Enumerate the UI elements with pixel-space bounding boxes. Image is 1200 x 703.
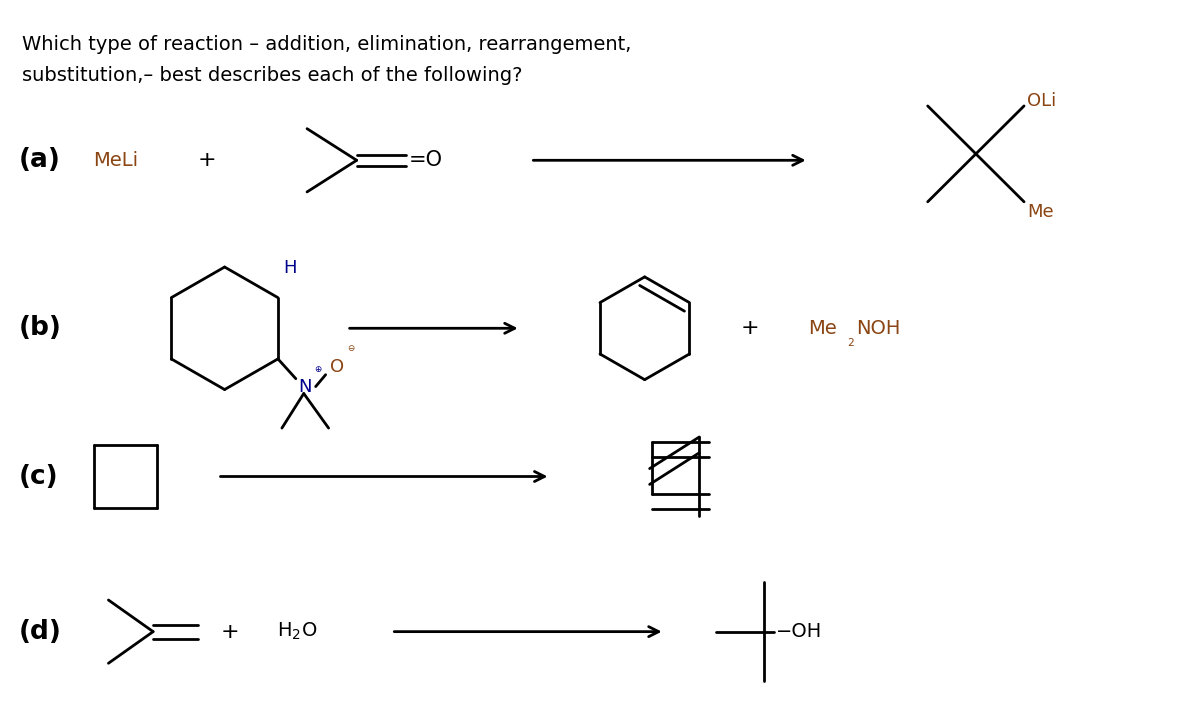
Text: $_2$: $_2$ (847, 334, 856, 349)
Text: $^{\oplus}$: $^{\oplus}$ (313, 366, 323, 378)
Text: (d): (d) (19, 619, 62, 645)
Text: (a): (a) (19, 148, 61, 174)
Text: NOH: NOH (857, 318, 900, 337)
Text: $^{\ominus}$: $^{\ominus}$ (348, 344, 356, 358)
Text: Me: Me (809, 318, 838, 337)
Text: Which type of reaction – addition, elimination, rearrangement,: Which type of reaction – addition, elimi… (22, 35, 631, 54)
Text: +: + (221, 621, 239, 642)
Text: MeLi: MeLi (94, 151, 139, 170)
Text: H: H (283, 259, 296, 277)
Text: substitution,– best describes each of the following?: substitution,– best describes each of th… (22, 66, 522, 86)
Text: O: O (330, 358, 343, 376)
Text: (c): (c) (19, 463, 59, 489)
Text: +: + (198, 150, 216, 170)
Text: N: N (298, 378, 311, 396)
Text: OLi: OLi (1027, 92, 1056, 110)
Text: Me: Me (1027, 202, 1054, 221)
Text: +: + (742, 318, 760, 338)
Text: H$_2$O: H$_2$O (277, 621, 318, 643)
Text: =O: =O (408, 150, 443, 170)
Text: (b): (b) (19, 315, 62, 341)
Text: −OH: −OH (775, 622, 822, 641)
